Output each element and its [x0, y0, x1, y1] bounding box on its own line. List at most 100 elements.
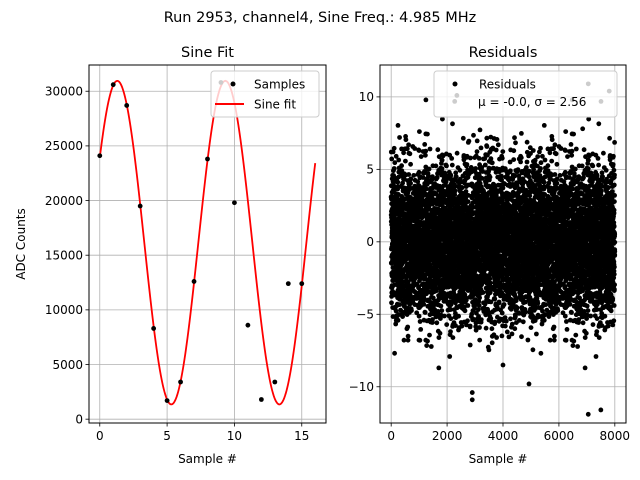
residual-point: [444, 322, 450, 327]
residual-point: [459, 323, 465, 329]
sample-point: [245, 322, 251, 328]
residual-point: [433, 163, 439, 169]
residual-point: [401, 150, 406, 156]
residual-point: [418, 327, 424, 332]
residual-point: [453, 311, 458, 316]
residual-point: [512, 135, 517, 141]
residual-point: [426, 173, 431, 179]
residual-point: [450, 121, 455, 127]
sample-point: [232, 200, 237, 206]
residual-point: [420, 175, 426, 180]
sine-fit-x-tick-label: 0: [96, 429, 104, 443]
sine-fit-legend: Samples Sine fit: [210, 70, 320, 118]
residual-point: [395, 179, 401, 185]
residual-point: [524, 159, 530, 165]
residual-point: [403, 158, 408, 164]
sine-fit-y-tick-label: 5000: [52, 358, 83, 372]
residual-point: [414, 310, 420, 316]
residual-point: [480, 290, 486, 295]
residual-point: [467, 323, 473, 329]
residual-point: [434, 320, 440, 326]
residual-point: [395, 123, 401, 128]
residual-point: [457, 167, 463, 173]
residual-point: [417, 337, 423, 343]
sine-fit-y-axis-label: ADC Counts: [14, 208, 28, 280]
residual-point: [444, 163, 449, 169]
residual-point: [434, 175, 440, 180]
residual-point: [464, 322, 469, 328]
residual-point: [513, 140, 518, 146]
residual-point: [425, 338, 430, 344]
residual-point: [524, 139, 530, 145]
sample-point: [124, 103, 130, 108]
residual-point: [448, 329, 453, 334]
residual-point: [464, 162, 470, 167]
residual-point: [495, 142, 501, 148]
residual-point: [453, 170, 459, 176]
sample-point: [272, 379, 278, 385]
residual-point: [477, 295, 482, 301]
residual-point: [484, 144, 490, 149]
residual-point: [453, 323, 458, 328]
residual-point: [525, 337, 531, 343]
residual-point: [468, 155, 473, 161]
residual-point: [518, 155, 524, 161]
residual-point: [456, 313, 461, 319]
sample-point: [110, 82, 116, 88]
residual-point: [504, 329, 510, 335]
residual-point: [423, 152, 428, 158]
residual-point: [487, 174, 493, 180]
residual-point: [428, 344, 434, 349]
residual-point: [487, 280, 493, 286]
residual-point: [392, 350, 397, 356]
sample-point: [151, 326, 157, 331]
residual-point: [449, 156, 455, 161]
residual-point: [416, 313, 422, 319]
residual-point: [416, 148, 422, 153]
residual-point: [406, 142, 411, 148]
residual-point: [494, 137, 500, 142]
residual-point: [435, 147, 441, 153]
residual-point: [400, 180, 405, 186]
residual-point: [405, 324, 411, 330]
residual-point: [423, 148, 429, 154]
residual-point: [471, 132, 476, 138]
sample-point: [97, 153, 103, 159]
sample-point: [205, 156, 210, 162]
residual-point: [454, 150, 460, 156]
residual-point: [450, 335, 456, 340]
residual-point: [416, 169, 422, 175]
residual-point: [389, 300, 394, 306]
residual-point: [523, 309, 528, 315]
residual-point: [436, 335, 442, 340]
residual-point: [439, 308, 445, 313]
residual-point: [465, 167, 470, 173]
residual-point: [405, 333, 411, 339]
residual-point: [415, 179, 421, 185]
residual-point: [452, 188, 458, 194]
sample-point: [164, 398, 170, 403]
sine-fit-y-tick-label: 30000: [45, 85, 83, 99]
residual-point: [452, 192, 458, 198]
residual-point: [439, 166, 445, 172]
residual-point: [499, 333, 505, 339]
residual-point: [494, 335, 499, 340]
sine-fit-y-tick-label: 15000: [45, 249, 83, 263]
residual-point: [403, 137, 409, 143]
residual-point: [502, 323, 508, 329]
residual-point: [482, 162, 488, 168]
residual-point: [470, 316, 476, 322]
residual-point: [417, 319, 423, 324]
residual-point: [462, 308, 468, 314]
sine-fit-y-tick-label: 0: [75, 412, 83, 426]
residual-point: [426, 166, 432, 172]
residual-point: [500, 149, 506, 155]
residuals-plot-area: [388, 81, 618, 417]
residual-point: [390, 149, 396, 155]
residual-point: [511, 148, 517, 154]
residual-point: [424, 343, 430, 348]
residual-point: [442, 170, 448, 176]
